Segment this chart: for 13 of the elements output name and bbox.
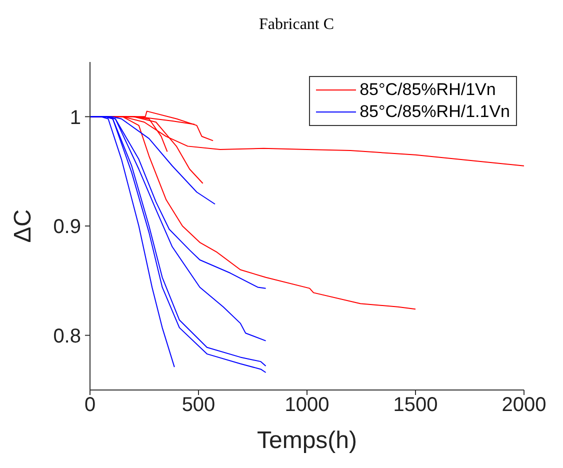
legend-label: 85°C/85%RH/1.1Vn — [360, 101, 510, 123]
legend-label: 85°C/85%RH/1Vn — [360, 79, 496, 101]
x-tick-label: 1500 — [393, 394, 438, 416]
x-axis-title: Temps(h) — [256, 427, 358, 454]
y-tick-label: 0.8 — [53, 325, 81, 348]
x-tick-label: 500 — [182, 394, 216, 416]
y-tick-label: 1 — [70, 106, 81, 129]
x-tick-label: 0 — [84, 394, 96, 416]
x-tick-label: 1000 — [284, 394, 330, 416]
y-tick-label: 0.9 — [53, 216, 81, 238]
chart-title: Fabricant C — [258, 15, 336, 35]
x-tick-label: 2000 — [502, 394, 546, 416]
y-axis-title: ΔC — [10, 209, 37, 243]
